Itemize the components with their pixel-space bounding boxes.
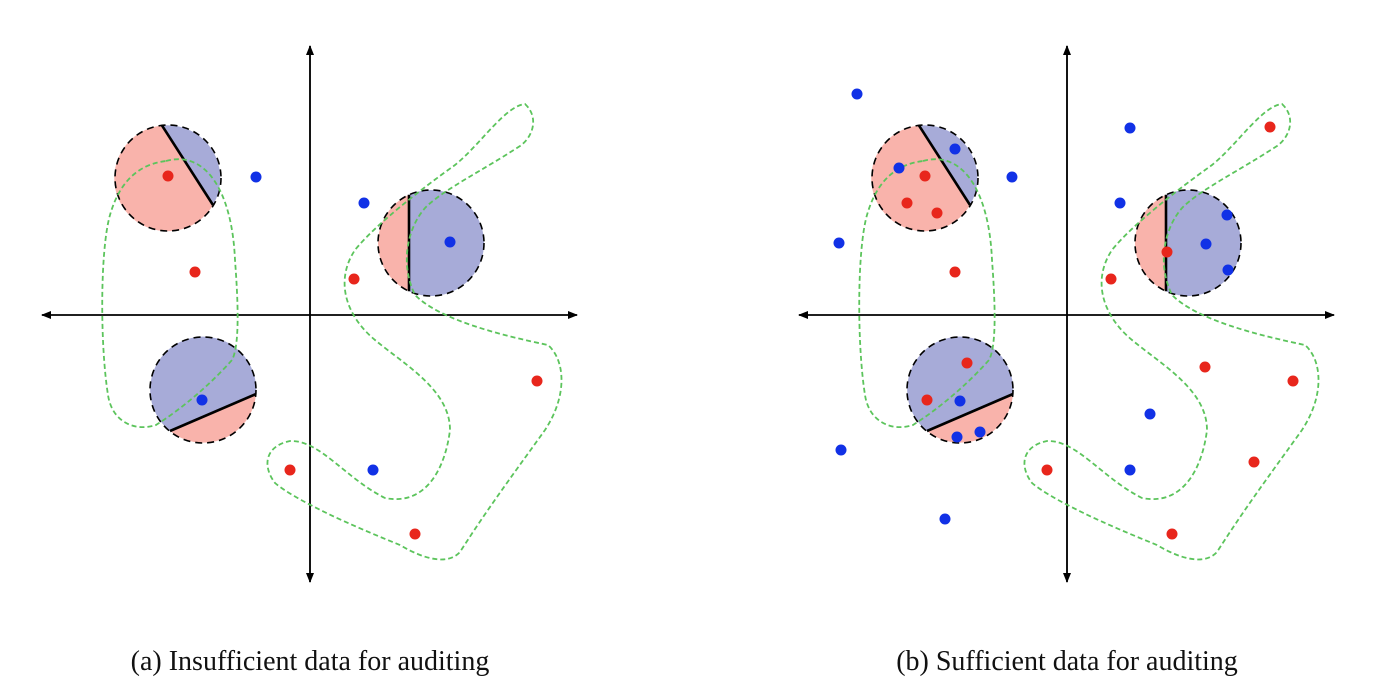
blue-point [1124, 122, 1136, 134]
panel-b-caption: (b) Sufficient data for auditing [896, 646, 1238, 677]
blue-point [1221, 209, 1233, 221]
blue-point [949, 143, 961, 155]
red-point [1264, 121, 1276, 133]
red-point [409, 528, 421, 540]
blue-point [951, 431, 963, 443]
decision-boundary-right [266, 103, 563, 561]
red-point [931, 207, 943, 219]
neighborhood-dashed-border [906, 336, 1014, 444]
red-point [1041, 464, 1053, 476]
neighborhood-red-region [927, 394, 1013, 443]
neighborhood-red-region [378, 194, 409, 292]
blue-point [358, 197, 370, 209]
red-point [189, 266, 201, 278]
red-point [919, 170, 931, 182]
panel-b-diagram [798, 45, 1335, 583]
blue-point [1222, 264, 1234, 276]
axes [41, 45, 578, 583]
decision-boundaries [858, 103, 1320, 561]
neighborhood-dashed-border [377, 189, 485, 297]
blue-point [367, 464, 379, 476]
neighborhood-blue-region [162, 125, 221, 205]
red-point [1199, 361, 1211, 373]
decision-boundary-left [101, 158, 239, 429]
blue-point [974, 426, 986, 438]
red-point [531, 375, 543, 387]
data-points [162, 170, 543, 540]
blue-point [835, 444, 847, 456]
red-point [1287, 375, 1299, 387]
blue-point [250, 171, 262, 183]
axes [798, 45, 1335, 583]
red-point [961, 357, 973, 369]
red-point [949, 266, 961, 278]
blue-point [1006, 171, 1018, 183]
neighborhood-3 [149, 336, 257, 444]
neighborhood-split-line [160, 124, 215, 206]
blue-point [444, 236, 456, 248]
red-point [1166, 528, 1178, 540]
neighborhood-split-line [169, 392, 257, 433]
blue-point [1114, 197, 1126, 209]
blue-point [954, 395, 966, 407]
red-point [921, 394, 933, 406]
red-point [1161, 246, 1173, 258]
neighborhood-3 [906, 336, 1014, 444]
neighborhood-blue-region [919, 125, 978, 205]
red-point [901, 197, 913, 209]
neighborhood-blue-region [150, 336, 257, 431]
neighborhood-split-line [917, 124, 972, 206]
blue-point [1124, 464, 1136, 476]
blue-point [1200, 238, 1212, 250]
blue-point [893, 162, 905, 174]
blue-point [833, 237, 845, 249]
data-points [833, 88, 1299, 540]
panel-a-diagram [41, 45, 578, 583]
neighborhood-split-line [926, 392, 1014, 433]
red-point [348, 273, 360, 285]
blue-point [939, 513, 951, 525]
red-point [162, 170, 174, 182]
red-point [1248, 456, 1260, 468]
blue-point [196, 394, 208, 406]
decision-boundaries [101, 103, 563, 561]
decision-boundary-right [1023, 103, 1320, 561]
red-point [1105, 273, 1117, 285]
neighborhood-dashed-border [149, 336, 257, 444]
neighborhood-dashed-border [1134, 189, 1242, 297]
panel-a-caption: (a) Insufficient data for auditing [130, 646, 490, 677]
neighborhood-red-region [1135, 194, 1166, 292]
neighborhood-dashed-border [871, 124, 979, 232]
neighborhood-red-region [170, 394, 256, 443]
neighborhood-2 [377, 189, 485, 297]
blue-point [1144, 408, 1156, 420]
neighborhood-blue-region [907, 336, 1014, 431]
red-point [284, 464, 296, 476]
neighborhood-2 [1134, 189, 1242, 297]
blue-point [851, 88, 863, 100]
neighborhood-dashed-border [114, 124, 222, 232]
decision-boundary-left [858, 158, 996, 429]
